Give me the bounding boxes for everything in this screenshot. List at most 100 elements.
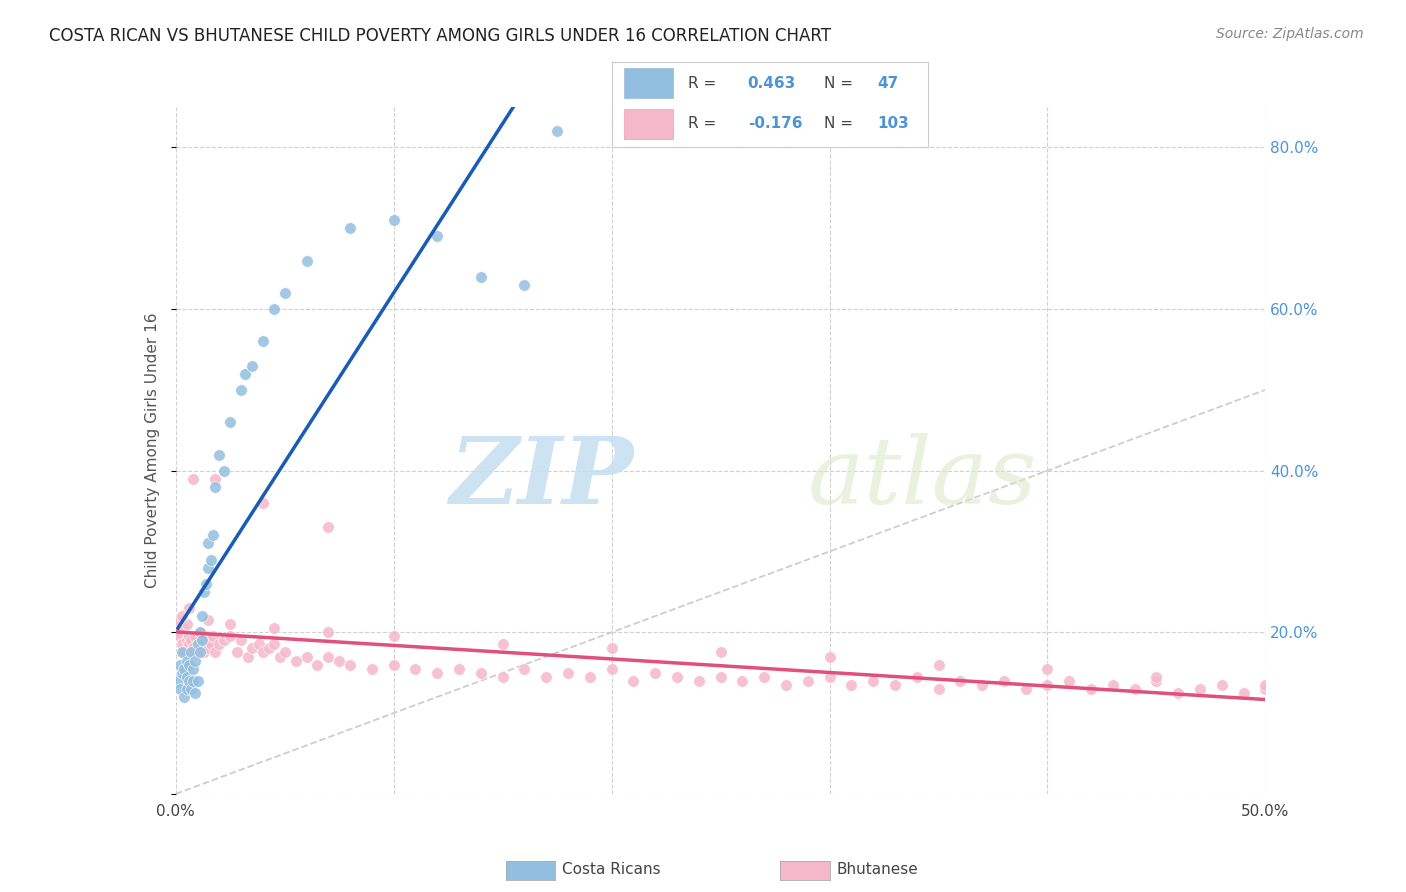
Point: [382, 629, 405, 643]
Point: [513, 277, 536, 292]
Point: [177, 673, 200, 688]
Point: [177, 637, 200, 651]
Point: [600, 641, 623, 656]
Point: [1036, 678, 1059, 692]
Point: [180, 645, 202, 659]
Point: [318, 625, 340, 640]
Point: [240, 359, 263, 373]
Point: [195, 629, 218, 643]
Point: [339, 221, 361, 235]
Point: [710, 670, 733, 684]
Point: [710, 645, 733, 659]
Point: [905, 670, 928, 684]
Point: [231, 633, 253, 648]
Point: [240, 641, 263, 656]
Text: N =: N =: [824, 76, 858, 91]
Text: Costa Ricans: Costa Ricans: [562, 863, 661, 877]
Point: [1036, 662, 1059, 676]
Point: [405, 662, 427, 676]
Point: [1123, 681, 1146, 696]
Point: [1144, 670, 1167, 684]
Point: [1167, 686, 1189, 700]
Point: [235, 367, 257, 381]
Point: [186, 637, 209, 651]
Text: 0.463: 0.463: [748, 76, 796, 91]
Point: [219, 415, 242, 429]
Point: [181, 673, 204, 688]
Point: [197, 536, 219, 550]
Point: [1015, 681, 1038, 696]
Point: [269, 649, 291, 664]
Point: [219, 617, 242, 632]
Point: [181, 472, 204, 486]
Point: [731, 673, 754, 688]
Point: [169, 629, 191, 643]
Text: Source: ZipAtlas.com: Source: ZipAtlas.com: [1216, 27, 1364, 41]
Point: [252, 334, 274, 349]
Point: [193, 645, 215, 659]
Point: [600, 662, 623, 676]
Point: [167, 673, 190, 688]
Point: [181, 641, 204, 656]
Text: R =: R =: [688, 76, 721, 91]
Point: [644, 665, 666, 680]
Point: [191, 609, 214, 624]
Point: [201, 528, 224, 542]
Point: [1211, 678, 1233, 692]
Point: [818, 649, 841, 664]
Text: -0.176: -0.176: [748, 116, 803, 131]
Point: [204, 472, 226, 486]
Point: [339, 657, 361, 672]
Point: [666, 670, 689, 684]
Point: [307, 657, 329, 672]
Point: [1277, 686, 1299, 700]
Point: [236, 649, 259, 664]
Text: ZIP: ZIP: [449, 433, 633, 523]
Point: [796, 673, 818, 688]
Y-axis label: Child Poverty Among Girls Under 16: Child Poverty Among Girls Under 16: [145, 313, 160, 588]
Point: [492, 670, 515, 684]
Point: [169, 681, 191, 696]
Text: R =: R =: [688, 116, 721, 131]
Point: [173, 662, 195, 676]
Point: [295, 253, 318, 268]
Point: [195, 576, 218, 591]
Point: [186, 673, 209, 688]
Point: [775, 678, 797, 692]
Point: [754, 670, 776, 684]
Point: [176, 681, 198, 696]
Point: [284, 654, 307, 668]
Point: [172, 645, 194, 659]
Text: N =: N =: [824, 116, 858, 131]
Text: atlas: atlas: [807, 433, 1038, 523]
Point: [426, 229, 449, 244]
Point: [252, 645, 274, 659]
Point: [173, 645, 195, 659]
Point: [263, 621, 285, 635]
Point: [167, 625, 190, 640]
Point: [200, 552, 222, 566]
Text: 47: 47: [877, 76, 898, 91]
Point: [184, 629, 207, 643]
Point: [172, 609, 194, 624]
Point: [197, 641, 219, 656]
Point: [204, 480, 226, 494]
Point: [318, 520, 340, 534]
Point: [862, 673, 884, 688]
Point: [884, 678, 907, 692]
Point: [382, 213, 405, 227]
Point: [172, 665, 194, 680]
Point: [318, 649, 340, 664]
Point: [197, 560, 219, 574]
Point: [263, 301, 285, 316]
Point: [167, 613, 190, 627]
Point: [186, 645, 209, 659]
Point: [173, 621, 195, 635]
Point: [274, 645, 297, 659]
Point: [328, 654, 350, 668]
Point: [579, 670, 602, 684]
Text: COSTA RICAN VS BHUTANESE CHILD POVERTY AMONG GIRLS UNDER 16 CORRELATION CHART: COSTA RICAN VS BHUTANESE CHILD POVERTY A…: [49, 27, 831, 45]
Point: [263, 637, 285, 651]
Point: [360, 662, 382, 676]
Point: [176, 670, 198, 684]
